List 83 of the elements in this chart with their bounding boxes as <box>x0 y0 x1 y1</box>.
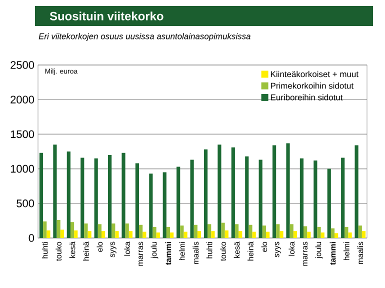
bar <box>354 145 358 238</box>
bar <box>84 223 88 238</box>
legend-label: Primekorkoihin sidotut <box>270 82 354 89</box>
bar <box>317 226 321 238</box>
bar <box>276 224 280 238</box>
bar <box>101 231 106 238</box>
bar <box>314 160 318 238</box>
bar <box>46 230 50 238</box>
bar <box>190 160 194 238</box>
y-tick-label: 2500 <box>10 61 34 69</box>
bar <box>362 231 366 238</box>
bar <box>152 226 156 238</box>
bar <box>53 144 57 238</box>
y-tick-label: 2000 <box>10 96 34 104</box>
bar <box>112 223 116 238</box>
bar <box>341 158 345 238</box>
chart-title: Suosituin viitekorko <box>50 12 164 20</box>
bar <box>125 223 129 238</box>
bar <box>208 224 212 238</box>
legend-label: Kiinteäkorkoiset + muut <box>270 70 358 78</box>
bar <box>204 149 208 238</box>
bar <box>70 222 74 238</box>
bar <box>262 226 266 238</box>
bar <box>39 152 44 238</box>
bar <box>334 233 338 238</box>
bar <box>211 231 215 238</box>
bar <box>358 226 362 238</box>
bar <box>142 232 146 238</box>
bar <box>184 232 188 238</box>
bar <box>266 232 270 238</box>
bar <box>218 144 222 238</box>
bar <box>344 226 348 238</box>
y-tick-label: 1000 <box>10 164 34 173</box>
bar <box>98 224 102 238</box>
bar <box>115 231 119 238</box>
bar <box>80 158 84 238</box>
bar <box>60 230 64 238</box>
bar <box>348 232 352 238</box>
bar <box>304 226 308 238</box>
bar <box>43 221 47 238</box>
bar <box>258 160 262 238</box>
bar <box>293 231 298 238</box>
y-tick-label: 1500 <box>10 130 34 138</box>
bar <box>238 231 242 238</box>
bar <box>221 222 225 238</box>
bar <box>166 226 170 238</box>
bar <box>66 152 70 238</box>
bar <box>94 158 98 238</box>
bar <box>252 232 256 238</box>
bar <box>234 224 239 238</box>
bar <box>280 231 284 238</box>
bar <box>224 230 228 238</box>
bar <box>300 158 304 238</box>
bar <box>272 145 276 238</box>
bar <box>290 224 294 238</box>
bar <box>122 152 126 238</box>
bar <box>128 231 133 238</box>
bar <box>194 224 198 238</box>
bar <box>320 232 324 238</box>
bar <box>88 231 92 238</box>
legend-label: Euriboreihin sidotut <box>270 94 343 100</box>
bar <box>156 232 160 238</box>
bar <box>170 232 174 238</box>
bar <box>330 228 335 238</box>
bar <box>162 172 166 238</box>
bar <box>197 231 202 238</box>
bar <box>74 230 78 238</box>
chart-subtitle: Eri viitekorkojen osuus uusissa asuntolainasopimuksissa <box>38 33 250 41</box>
bar <box>245 156 249 238</box>
bar <box>307 232 311 238</box>
y-tick-label: 500 <box>16 200 34 208</box>
bar <box>176 166 180 238</box>
y-tick-label: 0 <box>28 234 34 242</box>
bar <box>231 147 235 238</box>
bar <box>135 163 140 238</box>
bar <box>248 224 252 238</box>
bar <box>56 220 60 238</box>
bar <box>139 224 143 238</box>
bar <box>180 226 184 238</box>
bar <box>286 143 290 238</box>
bar <box>327 168 331 238</box>
bar <box>149 174 153 238</box>
bar <box>108 154 112 238</box>
